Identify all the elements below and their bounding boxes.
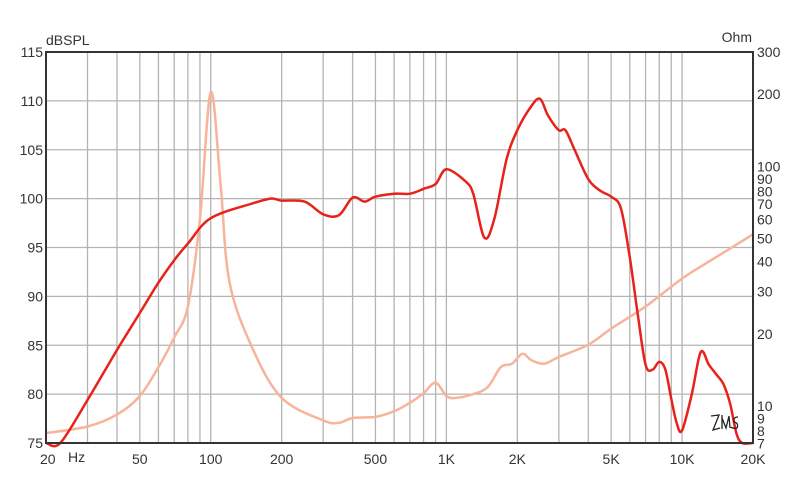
y2-tick-label: 20 [757, 326, 773, 342]
y2-tick-label: 70 [757, 196, 773, 212]
y2-tick-label: 100 [757, 158, 781, 174]
y2-tick-label: 8 [757, 423, 765, 439]
y2-tick-label: 9 [757, 410, 765, 426]
y-axis-title: dBSPL [46, 32, 90, 48]
y-tick-label: 115 [21, 44, 44, 60]
y-tick-label: 100 [20, 191, 44, 207]
x-tick-label: 10K [670, 451, 696, 467]
y-tick-label: 85 [27, 337, 43, 353]
y2-tick-label: 40 [757, 254, 773, 270]
x-tick-label: 1K [438, 451, 456, 467]
y2-tick-label: 30 [757, 284, 773, 300]
y2-tick-label: 50 [757, 230, 773, 246]
y2-tick-label: 7 [757, 435, 765, 451]
impedance-curve [45, 90, 754, 435]
spl-curve [45, 97, 754, 448]
y2-tick-label: 80 [757, 183, 773, 199]
x-unit-label: Hz [68, 449, 85, 465]
x-tick-label: 200 [270, 451, 294, 467]
y-tick-label: 90 [27, 288, 43, 304]
x-tick-label: 20 [40, 451, 56, 467]
x-tick-label: 500 [364, 451, 388, 467]
y-tick-label: 80 [27, 386, 43, 402]
x-tick-label: 20K [741, 451, 767, 467]
y-tick-label: 105 [20, 142, 44, 158]
x-tick-label: 2K [509, 451, 527, 467]
x-tick-label: 50 [132, 451, 148, 467]
lms-logo [710, 414, 739, 431]
y2-tick-label: 10 [757, 398, 773, 414]
y2-tick-label: 90 [757, 171, 773, 187]
y-tick-label: 110 [21, 93, 44, 109]
x-tick-label: 5K [603, 451, 621, 467]
y2-tick-label: 300 [757, 44, 781, 60]
x-tick-label: 100 [199, 451, 223, 467]
y-tick-label: 95 [27, 240, 43, 256]
curves [45, 90, 754, 448]
grid [46, 52, 753, 443]
y2-axis-title: Ohm [722, 29, 752, 45]
y-tick-label: 75 [27, 435, 43, 451]
y2-tick-label: 60 [757, 212, 773, 228]
axis-labels: dBSPL Ohm Hz 75 80 85 90 95 100 105 110 115 300 20… [20, 29, 781, 467]
plot-frame [45, 51, 754, 444]
y2-tick-label: 200 [757, 86, 781, 102]
